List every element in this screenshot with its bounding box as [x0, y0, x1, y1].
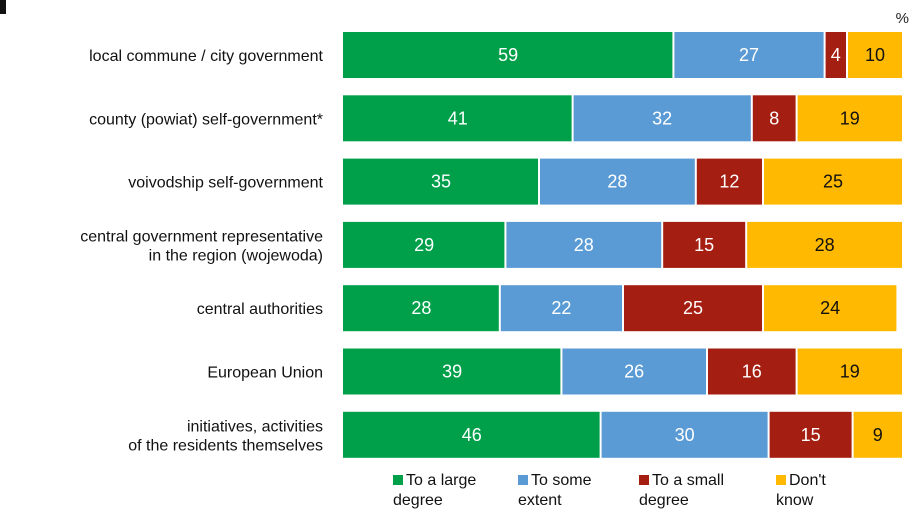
value-label: 16: [742, 362, 762, 382]
bar-segment: [752, 95, 796, 142]
value-label: 15: [801, 425, 821, 445]
bar-segment: [663, 221, 746, 268]
value-label: 22: [551, 298, 571, 318]
bar-segment: [343, 285, 499, 332]
bar-segment: [500, 285, 622, 332]
bar-segment: [747, 221, 902, 268]
category-label: European Union: [207, 365, 323, 382]
bar-segment: [540, 158, 695, 205]
legend-swatch: [518, 475, 528, 485]
value-label: 26: [624, 362, 644, 382]
bar-segment: [343, 348, 561, 395]
bar-segment: [825, 32, 846, 78]
bar-segment: [769, 411, 852, 458]
bar-segment: [797, 348, 902, 395]
bar-segment: [506, 221, 662, 268]
bar-segment: [573, 95, 751, 142]
bar-segment: [562, 348, 706, 395]
value-label: 32: [652, 108, 672, 128]
bar-segment: [696, 158, 762, 205]
value-label: 19: [840, 108, 860, 128]
value-label: 10: [865, 45, 885, 65]
value-label: 12: [719, 172, 739, 192]
value-label: 8: [769, 108, 779, 128]
bar-segment: [764, 158, 902, 205]
value-label: 28: [607, 172, 627, 192]
value-label: 19: [840, 362, 860, 382]
bar-segment: [601, 411, 768, 458]
legend-label: To some extent: [518, 472, 592, 509]
legend-swatch: [776, 475, 786, 485]
category-label: central government representative in the …: [80, 228, 323, 264]
value-label: 39: [442, 362, 462, 382]
value-label: 59: [498, 45, 518, 65]
unit-label: %: [896, 10, 909, 27]
legend-swatch: [639, 475, 649, 485]
category-label: county (powiat) self-government*: [89, 111, 323, 128]
value-label: 15: [694, 235, 714, 255]
bar-segment: [343, 158, 538, 205]
bar-segment: [848, 32, 902, 78]
bar-segment: [343, 95, 572, 142]
bar-segment: [708, 348, 796, 395]
value-label: 9: [873, 425, 883, 445]
legend-swatch: [393, 475, 403, 485]
value-label: 4: [831, 45, 841, 65]
value-label: 41: [448, 108, 468, 128]
bar-segment: [624, 285, 762, 332]
category-label: central authorities: [197, 301, 323, 318]
value-label: 28: [574, 235, 594, 255]
legend-label: To a large degree: [393, 472, 476, 509]
category-label: local commune / city government: [89, 48, 323, 65]
bar-segment: [674, 32, 824, 78]
bar-segment: [343, 32, 673, 78]
bar-segment: [797, 95, 902, 142]
bar-segment: [343, 411, 600, 458]
bar-segment: [853, 411, 902, 458]
value-label: 25: [683, 298, 703, 318]
bar-segment: [764, 285, 897, 332]
value-label: 24: [820, 298, 840, 318]
legend-label: To a small degree: [639, 472, 724, 509]
value-label: 29: [414, 235, 434, 255]
legend-label: Don't know: [776, 472, 826, 509]
bar-segment: [343, 221, 505, 268]
category-label: voivodship self-government: [128, 175, 323, 192]
value-label: 25: [823, 172, 843, 192]
value-label: 27: [739, 45, 759, 65]
value-label: 30: [675, 425, 695, 445]
value-label: 46: [462, 425, 482, 445]
value-label: 28: [411, 298, 431, 318]
value-label: 28: [815, 235, 835, 255]
corner-mark: [0, 0, 6, 14]
category-label: initiatives, activities of the residents …: [128, 418, 323, 454]
value-label: 35: [431, 172, 451, 192]
